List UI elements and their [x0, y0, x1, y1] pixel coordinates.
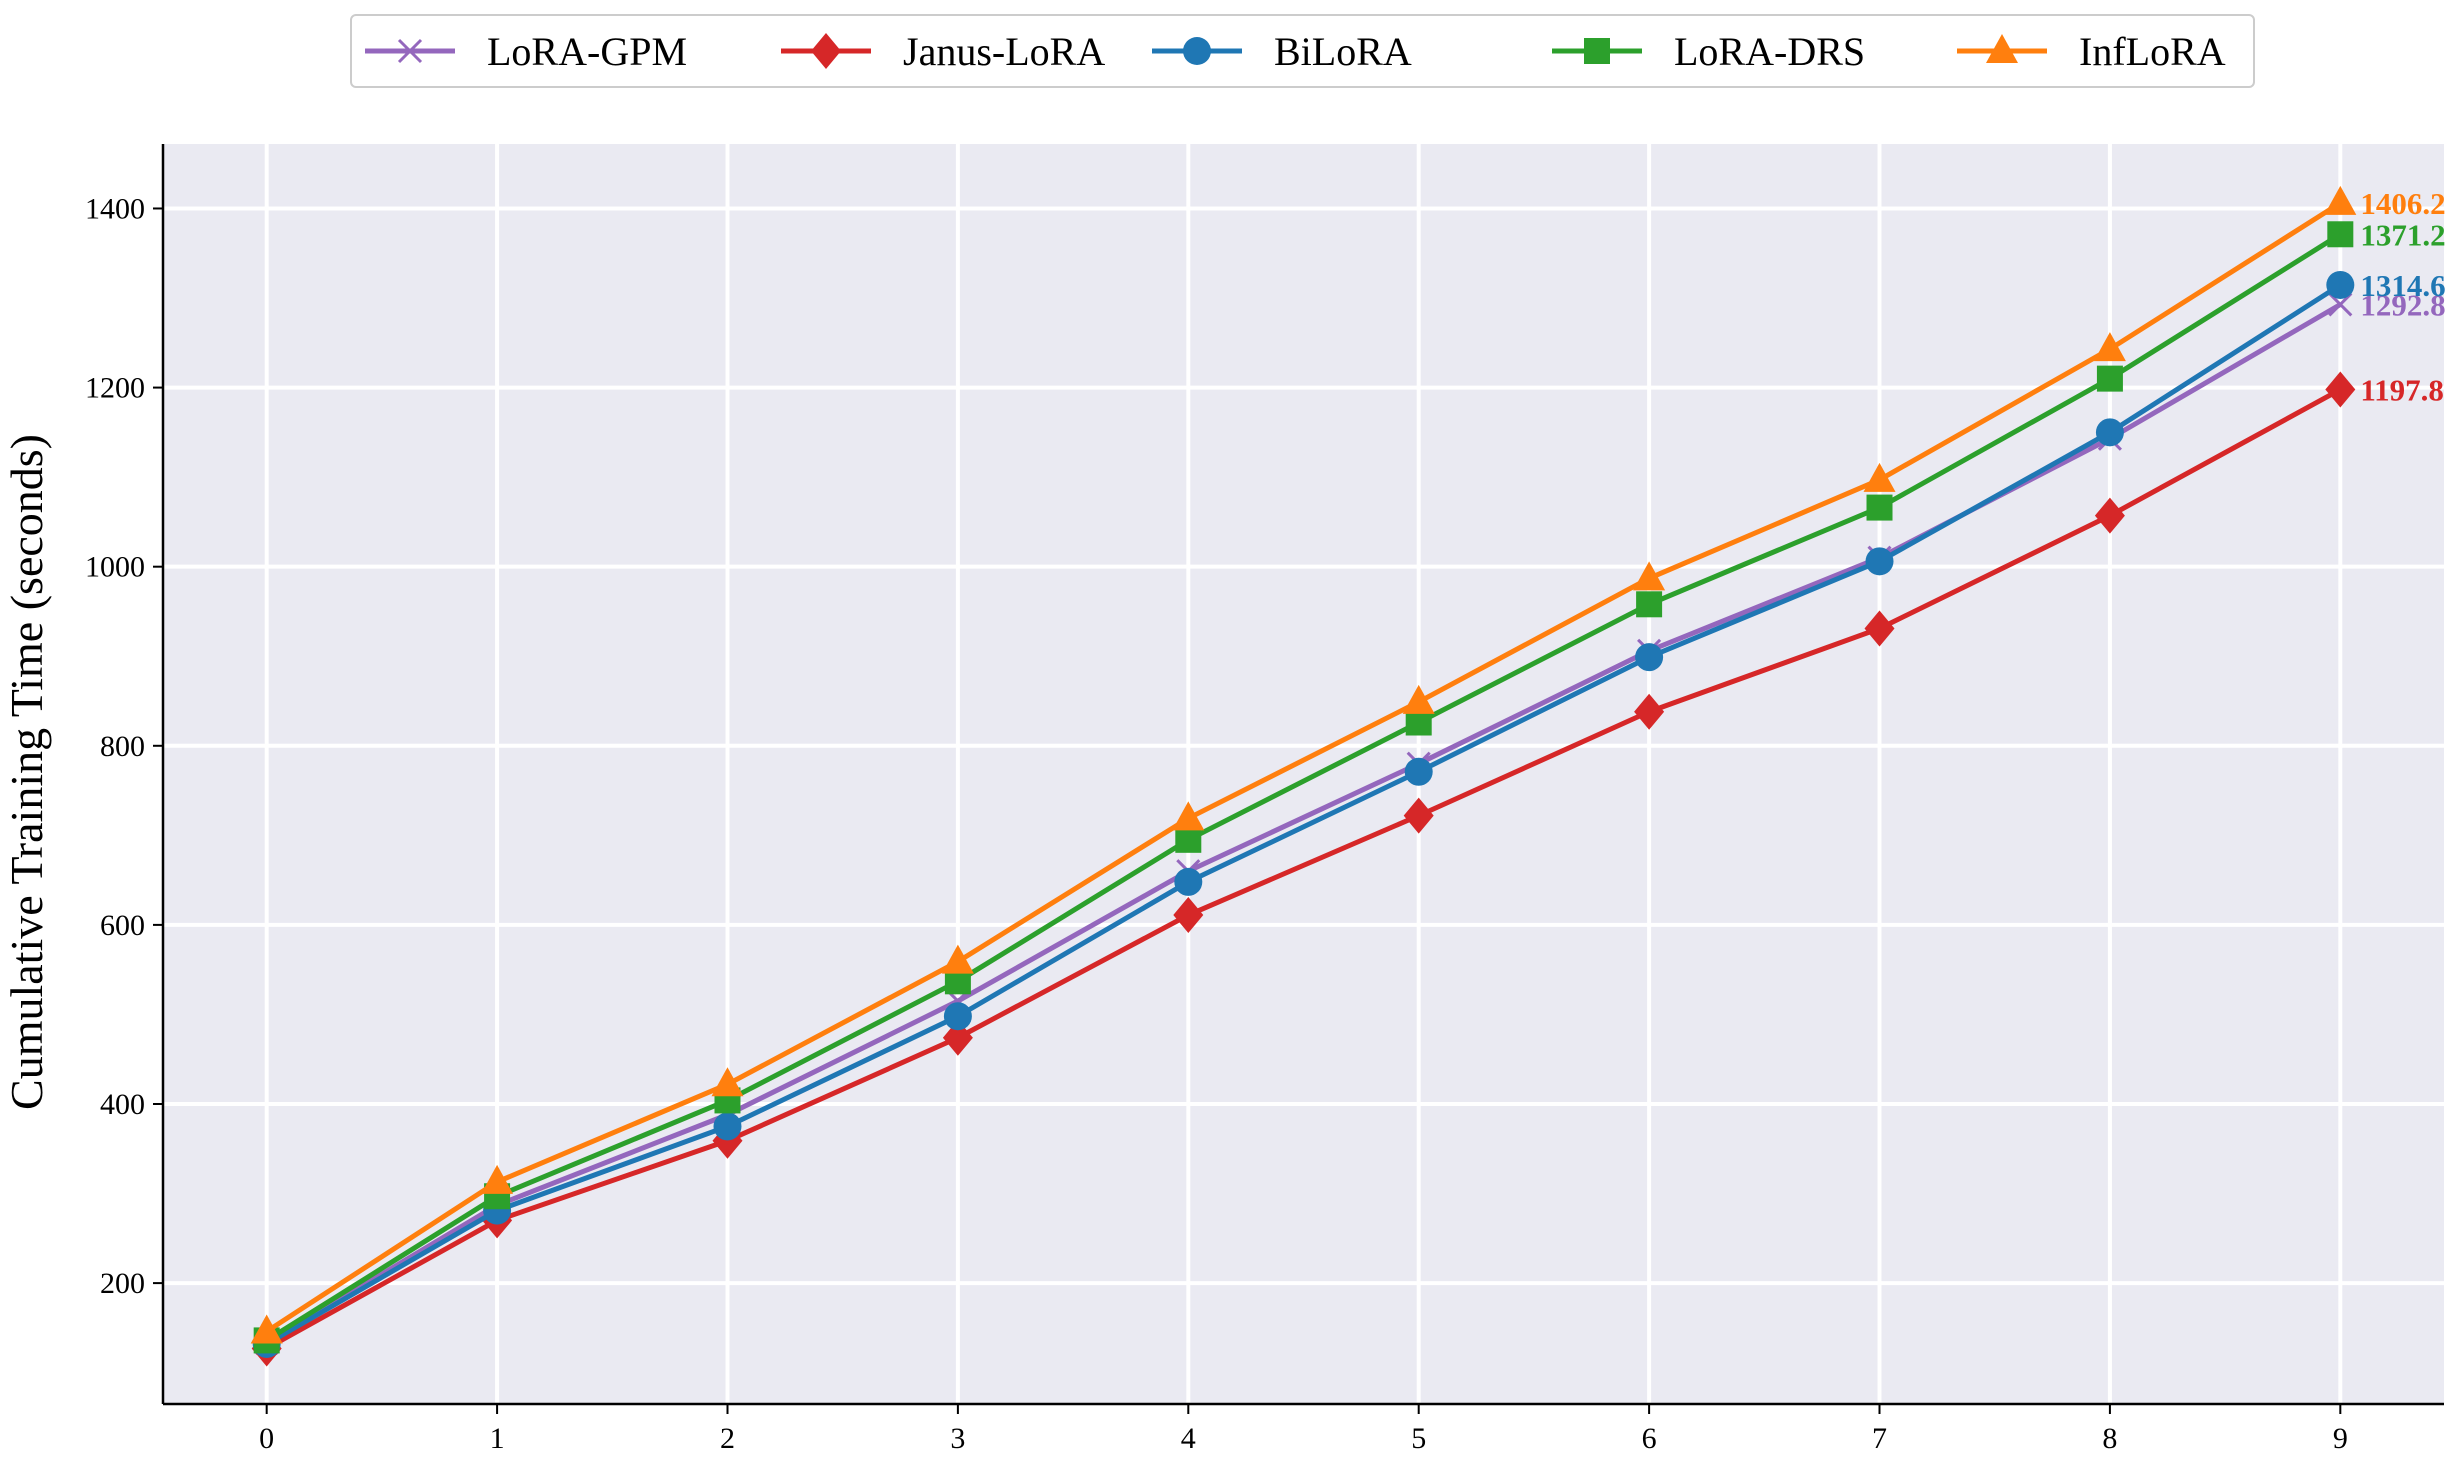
y-tick-label: 1200 [85, 372, 145, 405]
data-point-inflora [941, 944, 974, 974]
legend-marker [1986, 34, 2018, 63]
x-tick-label: 6 [1642, 1422, 1657, 1455]
data-point-inflora [250, 1314, 283, 1344]
legend-marker [397, 38, 423, 64]
series-inflora: 1406.2 [250, 185, 2446, 1344]
data-point-lora-drs [2327, 221, 2354, 248]
x-tick-label: 3 [950, 1422, 965, 1455]
data-point-inflora [1633, 561, 1666, 591]
data-point-inflora [2093, 332, 2126, 362]
legend-item-lora-drs: LoRA-DRS [1552, 29, 1865, 74]
series-janus-lora: 1197.8 [251, 371, 2444, 1367]
series-line-bilora [265, 282, 2342, 1347]
data-point-bilora [2095, 418, 2124, 447]
legend-item-inflora: InfLoRA [1957, 29, 2226, 74]
data-point-bilora [943, 1002, 972, 1031]
data-point-inflora [1863, 462, 1896, 492]
x-tick-label: 7 [1872, 1422, 1887, 1455]
legend-box [350, 14, 2255, 88]
end-value-label-janus-lora: 1197.8 [2360, 373, 2444, 408]
series-lora-drs: 1371.2 [253, 217, 2446, 1354]
data-point-lora-drs [1175, 826, 1202, 853]
data-point-bilora [1174, 867, 1203, 896]
legend-label: Janus-LoRA [903, 29, 1105, 74]
marker-stroke [2328, 292, 2353, 317]
end-value-label-lora-drs: 1371.2 [2360, 217, 2445, 252]
x-tick-label: 9 [2333, 1422, 2348, 1455]
data-point-janus-lora [942, 1019, 973, 1056]
data-point-lora-gpm [2328, 292, 2353, 317]
data-point-inflora [711, 1067, 744, 1097]
data-point-inflora [2324, 185, 2357, 215]
legend-item-janus-lora: Janus-LoRA [781, 29, 1105, 74]
series-line-janus-lora [265, 387, 2342, 1351]
data-point-lora-drs [1866, 494, 1893, 521]
y-tick-label: 600 [100, 909, 145, 942]
data-point-lora-drs [1636, 591, 1663, 618]
series-line-lora-drs [265, 232, 2342, 1343]
data-point-bilora [2326, 270, 2355, 299]
data-point-janus-lora [1634, 693, 1665, 730]
y-tick-label: 1000 [85, 551, 145, 584]
data-point-inflora [1402, 684, 1435, 714]
x-tick-label: 0 [259, 1422, 274, 1455]
y-tick-label: 1400 [85, 192, 145, 225]
data-point-janus-lora [2325, 371, 2356, 408]
data-point-janus-lora [1173, 897, 1204, 934]
legend-label: BiLoRA [1274, 29, 1412, 74]
end-value-label-bilora: 1314.6 [2360, 268, 2445, 303]
legend-item-bilora: BiLoRA [1152, 29, 1412, 74]
x-tick-label: 1 [490, 1422, 505, 1455]
end-value-label-inflora: 1406.2 [2360, 186, 2445, 221]
legend-marker [1183, 37, 1211, 65]
data-point-janus-lora [1864, 610, 1895, 647]
legend-marker [1584, 38, 1610, 64]
legend-label: LoRA-DRS [1674, 29, 1865, 74]
x-tick-label: 2 [720, 1422, 735, 1455]
legend-item-lora-gpm: LoRA-GPM [365, 29, 687, 74]
y-tick-label: 800 [100, 730, 145, 763]
x-tick-label: 5 [1411, 1422, 1426, 1455]
legend-marker [811, 33, 841, 69]
series-line-inflora [265, 200, 2342, 1334]
marker-stroke [397, 38, 423, 64]
data-point-bilora [1635, 643, 1664, 672]
data-point-inflora [481, 1164, 514, 1194]
x-tick-label: 8 [2102, 1422, 2117, 1455]
legend-label: LoRA-GPM [487, 29, 687, 74]
data-point-inflora [1172, 801, 1205, 831]
data-point-bilora [1404, 757, 1433, 786]
data-point-bilora [1865, 547, 1894, 576]
legend-label: InfLoRA [2079, 29, 2226, 74]
x-tick-label: 4 [1181, 1422, 1196, 1455]
y-tick-label: 200 [100, 1267, 145, 1300]
y-tick-label: 400 [100, 1088, 145, 1121]
data-point-janus-lora [1403, 797, 1434, 834]
data-point-bilora [713, 1112, 742, 1141]
end-value-label-lora-gpm: 1292.8 [2360, 287, 2445, 322]
data-point-janus-lora [2094, 497, 2125, 534]
data-point-lora-drs [2096, 365, 2123, 392]
y-axis-label: Cumulative Training Time (seconds) [1, 434, 52, 1110]
